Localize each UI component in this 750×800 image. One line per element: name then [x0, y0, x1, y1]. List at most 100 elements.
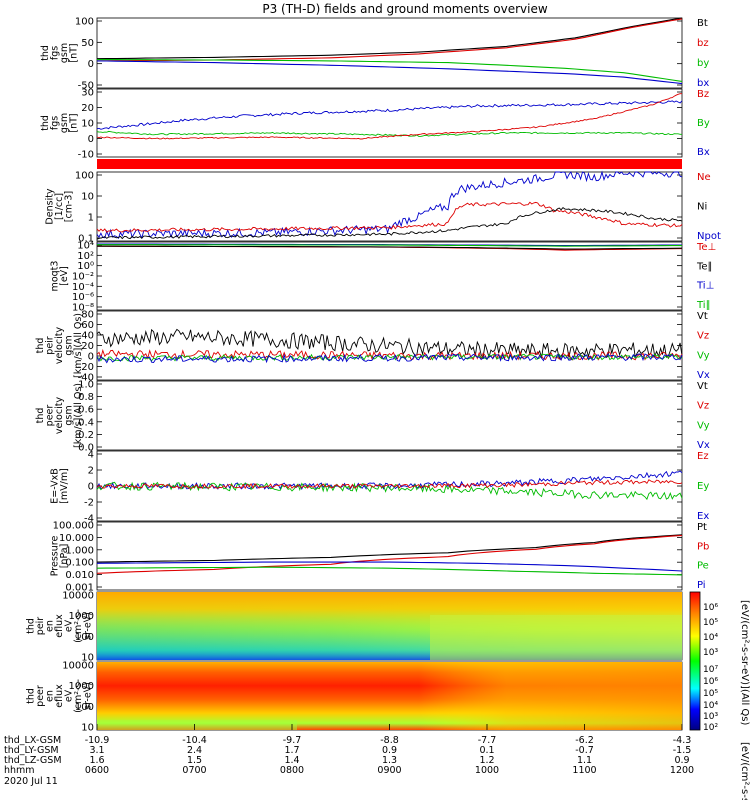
y-axis-label: peer [35, 685, 46, 707]
series-Ne [96, 201, 683, 233]
y-tick-label: 10⁻⁸ [72, 303, 94, 314]
legend-label: Ne [697, 172, 711, 183]
y-tick-label: 1.000 [65, 545, 94, 556]
y-tick-label: 30 [81, 88, 94, 99]
ephemeris-value: -1.5 [673, 745, 692, 756]
y-tick-label: 10000 [62, 661, 94, 672]
legend-label: Bz [697, 89, 709, 100]
y-tick-label: 10⁴ [77, 241, 94, 252]
ephemeris-value: -0.7 [575, 745, 594, 756]
legend-label: Ti⊥ [696, 281, 714, 292]
series-Vz [96, 348, 683, 361]
y-tick-label: -40 [78, 373, 94, 384]
ephemeris-value: 1.2 [479, 755, 494, 766]
panel-frame [96, 241, 683, 311]
ephemeris-value: 1.6 [89, 755, 104, 766]
y-axis-label: thd [40, 115, 51, 131]
y-tick-label: 10 [81, 192, 94, 203]
y-tick-label: 1000 [69, 611, 94, 622]
y-axis-label: [cm-3] [64, 191, 75, 222]
ephemeris-value: 0600 [85, 765, 109, 776]
colorbar-ele-tick: 10⁵ [703, 689, 718, 699]
colorbar-ele-tick: 10³ [703, 712, 718, 722]
legend-label: Ez [697, 451, 709, 462]
y-axis-label: gsm [64, 405, 75, 425]
legend-label: Vy [697, 420, 710, 431]
y-tick-label: 10 [81, 653, 94, 664]
panel-frame [96, 380, 683, 451]
y-tick-label: 1.0 [78, 380, 94, 391]
panel-frame [96, 171, 683, 242]
legend-label: Vt [697, 311, 708, 322]
ephemeris-row-label: thd_LZ-GSM [4, 755, 62, 766]
y-tick-label: 0 [88, 352, 94, 363]
y-tick-label: 1 [88, 213, 94, 224]
legend-label: Pt [697, 522, 707, 533]
y-tick-label: 80 [81, 310, 94, 321]
legend-label: Pi [697, 580, 706, 591]
colorbar [689, 591, 701, 731]
series-Te∥ [97, 245, 683, 250]
ephemeris-value: 0800 [280, 765, 304, 776]
legend-label: Ex [697, 511, 709, 522]
ephemeris-value: -9.7 [283, 735, 302, 746]
series-Ez [96, 479, 683, 490]
y-axis-label: [mV/m] [59, 468, 70, 504]
y-tick-label: 10⁻² [72, 272, 94, 283]
y-axis-label: (cm²-s- [73, 609, 84, 643]
y-axis-label: velocity [54, 397, 65, 435]
y-axis-label: moqt3 [49, 261, 60, 292]
y-axis-label: eV [64, 619, 75, 632]
y-axis-label: velocity [54, 327, 65, 365]
y-tick-label: -4 [84, 514, 94, 525]
y-tick-label: 100 [75, 171, 94, 182]
y-tick-label: 0.010 [65, 570, 94, 581]
y-axis-label: eV [64, 689, 75, 702]
colorbar-ele-tick: 10² [703, 723, 718, 733]
series-By [96, 130, 682, 137]
series-Pe [96, 566, 683, 576]
y-axis-label: gsm [59, 43, 70, 63]
y-axis-label: en [45, 620, 56, 632]
ephemeris-value: -4.3 [673, 735, 692, 746]
y-tick-label: 4 [88, 450, 94, 461]
legend-label: Bt [697, 18, 708, 29]
series-Npot [96, 170, 683, 240]
colorbar-ion-tick: 10³ [703, 648, 718, 658]
y-axis-label: (cm²-s- [73, 679, 84, 713]
y-tick-label: 0.001 [65, 583, 94, 594]
colorbar-ele-tick: 10⁴ [703, 701, 718, 711]
y-tick-label: 10² [77, 251, 94, 262]
y-tick-label: -2 [84, 498, 94, 509]
y-axis-label: [1/cc] [54, 193, 65, 220]
y-axis-label: thd [26, 688, 37, 704]
y-axis-label: thd [35, 338, 46, 354]
legend-label: Te⊥ [696, 242, 716, 253]
ephemeris-value: 1.4 [284, 755, 299, 766]
legend-label: bx [697, 78, 709, 89]
y-tick-label: 0 [88, 482, 94, 493]
series-by [97, 59, 683, 82]
y-axis-label: eflux [54, 614, 65, 638]
y-axis-label: E=-VxB [49, 468, 60, 503]
y-axis-label: [nT] [68, 113, 79, 132]
legend-label: Ni [697, 202, 707, 213]
legend-label: Bx [697, 147, 710, 158]
ephemeris-value: 0700 [182, 765, 206, 776]
y-tick-label: 10⁻⁶ [72, 292, 94, 303]
y-axis-label: [nPa] [59, 544, 70, 569]
y-tick-label: 0.2 [78, 430, 94, 441]
ephemeris-value: 1.3 [382, 755, 397, 766]
y-tick-label: 0.6 [78, 405, 94, 416]
peer-spectrogram-image [97, 662, 682, 730]
y-axis-label: peer [45, 405, 56, 427]
series-Bt [96, 17, 683, 60]
ephemeris-value: -10.9 [85, 735, 110, 746]
y-axis-label: peir [45, 336, 56, 355]
ephemeris-row-label: thd_LY-GSM [4, 745, 59, 756]
series-Pb [96, 534, 683, 574]
ephemeris-value: 0900 [377, 765, 401, 776]
